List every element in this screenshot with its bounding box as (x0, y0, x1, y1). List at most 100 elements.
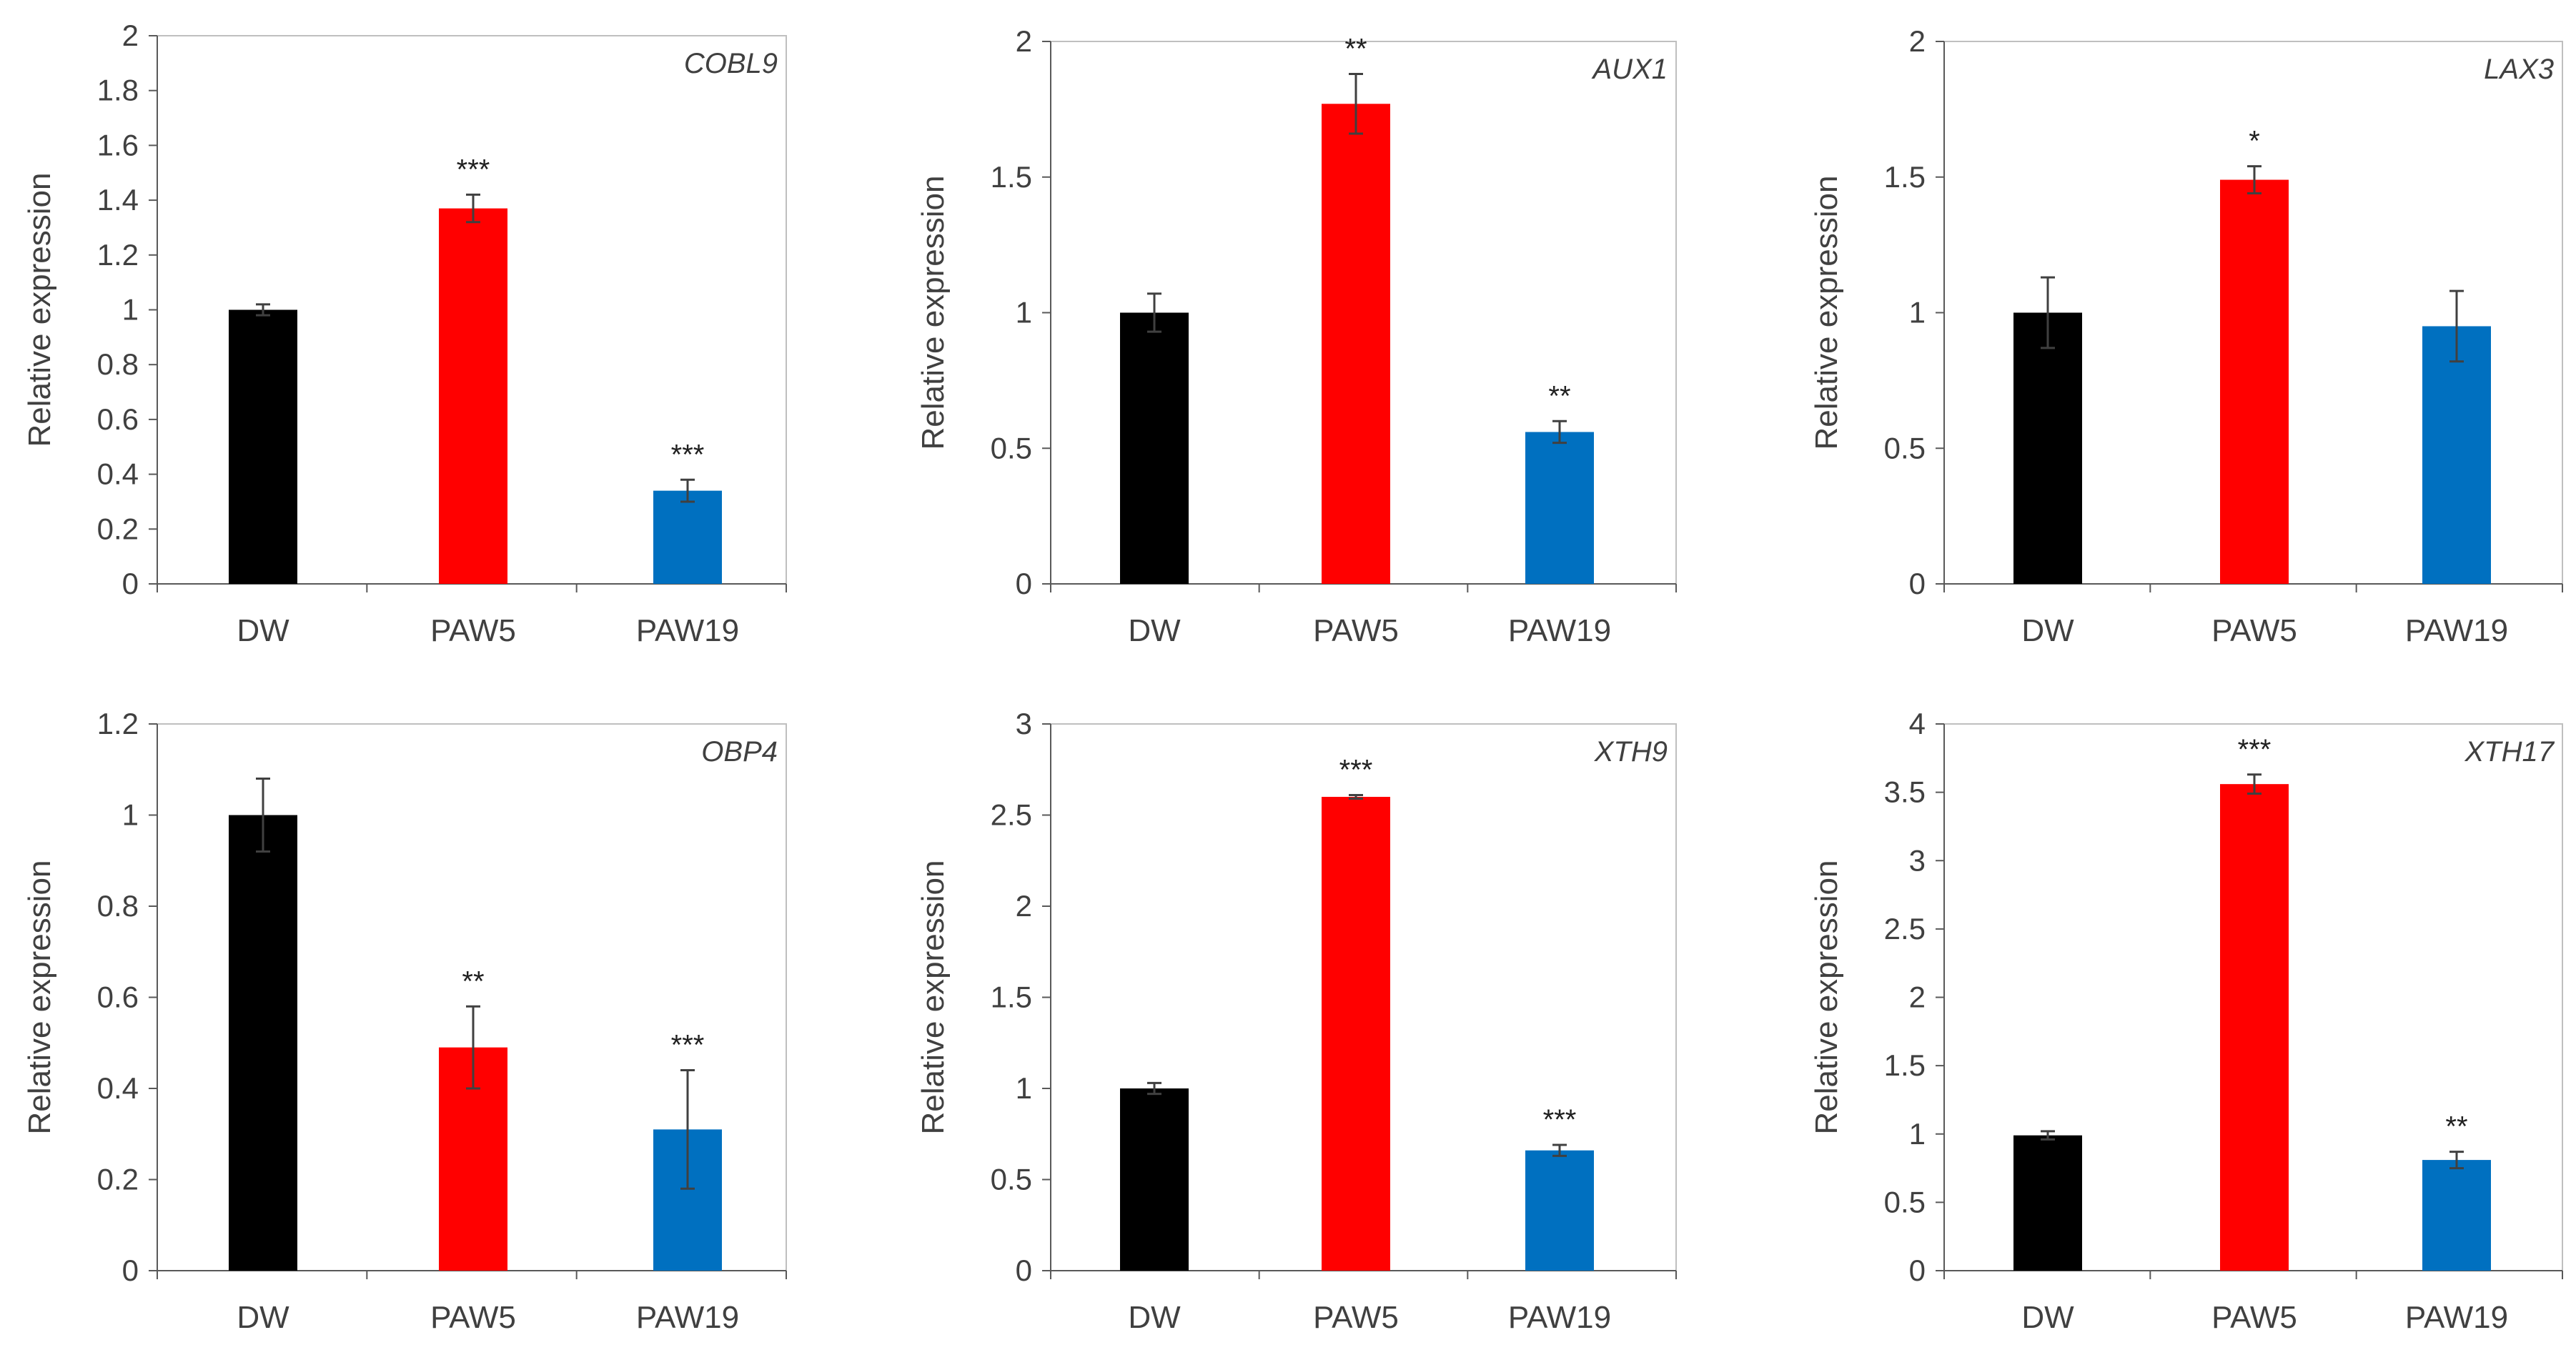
bar-dw (2013, 1135, 2082, 1271)
y-tick-label: 0.5 (991, 1163, 1032, 1196)
x-category-label: DW (2021, 1300, 2074, 1335)
y-tick-label: 4 (1909, 707, 1926, 740)
significance-label: *** (671, 439, 705, 470)
x-category-label: PAW5 (2211, 1300, 2297, 1335)
y-tick-label: 1 (122, 798, 139, 832)
bar-paw5 (1322, 797, 1390, 1271)
bar-paw19 (1525, 1150, 1594, 1271)
y-tick-label: 3 (1016, 707, 1032, 740)
y-tick-label: 0.6 (97, 402, 139, 436)
x-category-label: PAW19 (636, 1300, 739, 1335)
chart-panel-xth17: 0 0.5 1 1.5 2 2.5 3 3.5 4 DW *** PAW5 ** PAW19 XTH17 Re… (1809, 707, 2563, 1335)
y-tick-label: 0.2 (97, 1163, 139, 1196)
y-tick-label: 0.5 (991, 431, 1032, 465)
x-category-label: PAW19 (2405, 613, 2508, 648)
y-tick-label: 0 (1016, 1254, 1032, 1287)
y-tick-label: 0 (1909, 1254, 1926, 1287)
y-axis-label: Relative expression (22, 173, 57, 447)
significance-label: *** (2238, 734, 2272, 765)
significance-label: *** (1339, 754, 1373, 785)
significance-label: *** (671, 1030, 705, 1061)
chart-panel-lax3: 0 0.5 1 1.5 2 DW * PAW5 PAW19 LAX3 Relative expres… (1809, 24, 2563, 648)
bar-paw5 (2220, 179, 2289, 585)
y-tick-label: 0.5 (1884, 431, 1926, 465)
y-tick-label: 3 (1909, 843, 1926, 877)
x-category-label: PAW19 (1508, 613, 1611, 648)
y-tick-label: 2.5 (1884, 912, 1926, 946)
y-tick-label: 1.4 (97, 183, 139, 217)
significance-label: *** (1543, 1104, 1577, 1136)
y-tick-label: 0.4 (97, 1071, 139, 1105)
gene-title: XTH17 (2464, 736, 2555, 768)
y-axis-label: Relative expression (22, 860, 57, 1135)
x-category-label: DW (1128, 1300, 1181, 1335)
x-category-label: PAW5 (1313, 613, 1399, 648)
x-category-label: DW (1128, 613, 1181, 648)
y-tick-label: 0 (122, 1254, 139, 1287)
y-tick-label: 0.6 (97, 981, 139, 1014)
y-tick-label: 1.6 (97, 128, 139, 162)
y-tick-label: 1.5 (1884, 1048, 1926, 1082)
bar-paw5 (2220, 784, 2289, 1271)
bar-dw (229, 815, 297, 1271)
y-tick-label: 1.5 (991, 981, 1032, 1014)
chart-panel-xth9: 0 0.5 1 1.5 2 2.5 3 DW *** PAW5 *** PAW19 XTH9 Relati… (916, 707, 1677, 1335)
significance-label: * (2249, 126, 2260, 157)
y-tick-label: 0 (1909, 567, 1926, 600)
significance-label: ** (1548, 380, 1570, 412)
y-tick-label: 1 (1909, 1117, 1926, 1151)
bar-dw (229, 309, 297, 584)
y-tick-label: 1 (1909, 296, 1926, 329)
y-tick-label: 2 (1016, 889, 1032, 923)
y-tick-label: 2.5 (991, 798, 1032, 832)
bar-dw (1120, 1088, 1189, 1271)
chart-panel-cobl9: 0 0.2 0.4 0.6 0.8 1 1.2 1.4 1.6 1.8 2 DW *** PAW5 *** P… (22, 19, 787, 648)
x-category-label: PAW5 (1313, 1300, 1399, 1335)
y-tick-label: 1 (1016, 1071, 1032, 1105)
x-category-label: PAW19 (1508, 1300, 1611, 1335)
x-category-label: PAW5 (430, 1300, 516, 1335)
y-tick-label: 1.5 (1884, 160, 1926, 194)
chart-panel-aux1: 0 0.5 1 1.5 2 DW ** PAW5 ** PAW19 AUX1 Relative exp… (916, 24, 1677, 648)
y-tick-label: 0.8 (97, 347, 139, 381)
x-category-label: PAW5 (2211, 613, 2297, 648)
x-category-label: DW (237, 1300, 289, 1335)
x-category-label: PAW19 (636, 613, 739, 648)
y-tick-label: 1.2 (97, 707, 139, 740)
bar-paw19 (2422, 326, 2491, 584)
gene-title: COBL9 (684, 48, 778, 79)
x-category-label: PAW19 (2405, 1300, 2508, 1335)
significance-label: ** (2445, 1111, 2467, 1143)
significance-label: ** (1344, 34, 1367, 65)
x-category-label: DW (2021, 613, 2074, 648)
y-tick-label: 0.5 (1884, 1185, 1926, 1219)
y-tick-label: 1.5 (991, 160, 1032, 194)
y-axis-label: Relative expression (916, 860, 951, 1135)
y-tick-label: 1 (1016, 296, 1032, 329)
gene-title: LAX3 (2484, 54, 2554, 85)
gene-title: XTH9 (1594, 736, 1668, 768)
y-tick-label: 0 (1016, 567, 1032, 600)
chart-panel-obp4: 0 0.2 0.4 0.6 0.8 1 1.2 DW ** PAW5 *** PAW19 OBP4 Rel… (22, 707, 787, 1335)
significance-label: ** (462, 966, 484, 997)
y-tick-label: 2 (1909, 24, 1926, 58)
bar-dw (1120, 312, 1189, 584)
y-tick-label: 0 (122, 567, 139, 600)
y-tick-label: 2 (122, 19, 139, 52)
y-tick-label: 2 (1909, 981, 1926, 1014)
y-tick-label: 3.5 (1884, 775, 1926, 809)
gene-title: AUX1 (1592, 54, 1668, 85)
y-axis-label: Relative expression (1809, 860, 1844, 1135)
x-category-label: PAW5 (430, 613, 516, 648)
significance-label: *** (457, 154, 490, 185)
y-tick-label: 2 (1016, 24, 1032, 58)
bar-paw19 (653, 490, 722, 584)
y-axis-label: Relative expression (1809, 176, 1844, 450)
bar-paw5 (1322, 104, 1390, 584)
y-axis-label: Relative expression (916, 176, 951, 450)
bar-paw5 (439, 208, 507, 585)
y-tick-label: 1.8 (97, 74, 139, 107)
x-category-label: DW (237, 613, 289, 648)
